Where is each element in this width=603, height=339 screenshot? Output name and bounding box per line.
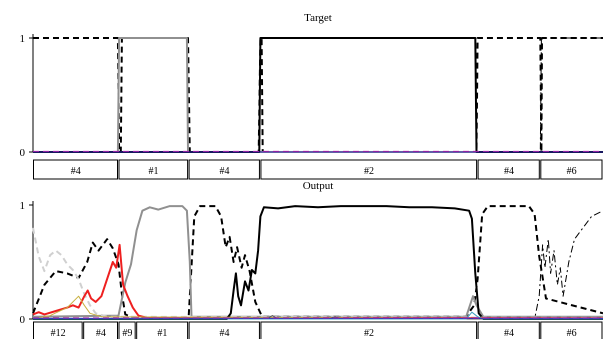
series-line-6 xyxy=(32,295,603,320)
segment-label: #4 xyxy=(504,166,514,177)
segment-box xyxy=(540,159,603,180)
segment-label: #9 xyxy=(122,328,132,339)
series-line-2 xyxy=(33,205,603,320)
segment-label: #4 xyxy=(71,166,81,177)
series-line-5 xyxy=(32,243,603,320)
segment-label: #12 xyxy=(51,328,66,339)
y-tick-label: 1 xyxy=(20,200,26,212)
segment-box xyxy=(33,321,83,339)
segment-label: #1 xyxy=(149,166,159,177)
segment-box xyxy=(477,321,540,339)
segment-label: #1 xyxy=(157,328,167,339)
y-tick-label: 0 xyxy=(20,314,26,326)
segment-box xyxy=(136,321,189,339)
segment-box xyxy=(33,159,118,180)
segment-label: #2 xyxy=(364,328,374,339)
segment-box xyxy=(260,159,478,180)
segment-label: #4 xyxy=(96,328,106,339)
series-line-1 xyxy=(32,205,603,318)
panel-title: Output xyxy=(303,180,334,192)
segment-label: #6 xyxy=(567,328,577,339)
segment-box xyxy=(260,321,478,339)
series-line-0 xyxy=(32,205,603,319)
y-tick-label: 0 xyxy=(20,147,26,159)
segment-box xyxy=(188,321,260,339)
segment-label: #4 xyxy=(220,166,230,177)
segment-box xyxy=(83,321,119,339)
segment-label: #2 xyxy=(364,166,374,177)
segment-label: #6 xyxy=(567,166,577,177)
segment-label: #4 xyxy=(220,328,230,339)
segment-box xyxy=(118,321,136,339)
panel-0: Target 0 1 #4 #1 #4 #2 #4 #6 xyxy=(20,12,603,180)
segment-box xyxy=(477,159,540,180)
series-line-3 xyxy=(33,210,603,320)
series-line-1 xyxy=(33,37,603,153)
panel-1: Output 0 1 #12 #4 #9 #1 #4 #2 #4 #6 xyxy=(20,180,603,339)
segment-box xyxy=(118,159,189,180)
series-line-4 xyxy=(32,227,603,319)
segment-box xyxy=(540,321,603,339)
segment-box xyxy=(188,159,260,180)
segment-label: #4 xyxy=(504,328,514,339)
panel-title: Target xyxy=(304,12,332,24)
series-line-8 xyxy=(33,311,603,320)
y-tick-label: 1 xyxy=(20,33,26,45)
